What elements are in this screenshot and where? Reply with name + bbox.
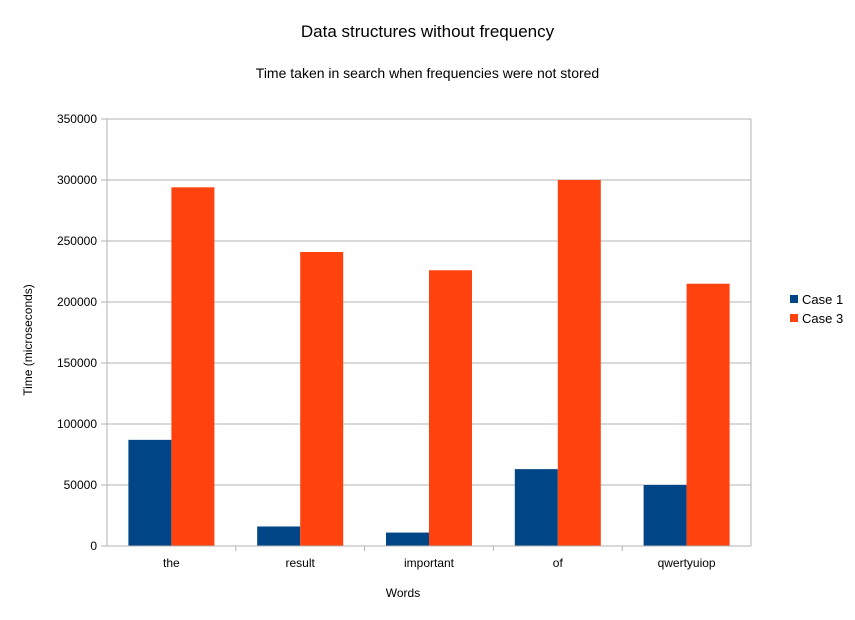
- legend: Case 1 Case 3: [790, 292, 843, 326]
- legend-label: Case 1: [802, 292, 843, 307]
- y-tick-label: 350000: [57, 112, 97, 126]
- y-tick-label: 100000: [57, 417, 97, 431]
- bar-case-1-important: [386, 532, 429, 546]
- legend-swatch: [790, 314, 798, 322]
- y-tick-label: 250000: [57, 234, 97, 248]
- legend-swatch: [790, 295, 798, 303]
- chart-title: Data structures without frequency: [300, 22, 555, 41]
- y-axis-title: Time (microseconds): [21, 284, 35, 396]
- bar-case-3-result: [300, 251, 344, 547]
- bar-case-3-important: [429, 270, 472, 546]
- x-tick-label: result: [286, 556, 316, 570]
- x-axis-title: Words: [386, 586, 420, 600]
- legend-label: Case 3: [802, 311, 843, 326]
- y-tick-label: 200000: [57, 295, 97, 309]
- bar-case-3-qwertyuiop: [686, 283, 730, 546]
- x-tick-label: of: [553, 556, 564, 570]
- bar-case-3-of: [557, 180, 601, 546]
- chart-subtitle: Time taken in search when frequencies we…: [255, 65, 600, 81]
- bar-case-1-of: [514, 469, 558, 546]
- x-tick-label: qwertyuiop: [658, 556, 716, 570]
- bar-case-3-the: [171, 187, 215, 546]
- bar-case-1-the: [128, 439, 172, 546]
- y-tick-label: 150000: [57, 356, 97, 370]
- y-tick-labels: 0 50000 100000 150000 200000 250000 300000 3500…: [57, 112, 97, 553]
- y-tick-label: 300000: [57, 173, 97, 187]
- y-tick-label: 50000: [64, 478, 98, 492]
- bar-case-1-qwertyuiop: [643, 485, 687, 546]
- x-tick-labels: the result important of qwertyuiop: [163, 556, 716, 570]
- bar-case-1-result: [257, 526, 301, 546]
- x-tick-label: the: [163, 556, 180, 570]
- x-tick-label: important: [404, 556, 455, 570]
- axes: [106, 119, 752, 551]
- y-tick-label: 0: [90, 539, 97, 553]
- bars: [128, 180, 730, 547]
